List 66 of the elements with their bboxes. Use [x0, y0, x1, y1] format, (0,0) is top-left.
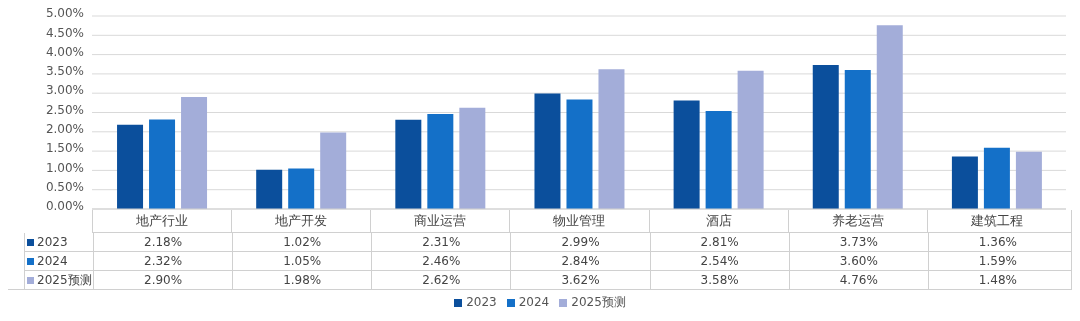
- legend-label: 2023: [37, 235, 68, 249]
- data-label: 3.58%: [649, 271, 789, 289]
- data-label: 2.32%: [93, 252, 233, 270]
- data-label: 2.62%: [371, 271, 511, 289]
- x-tick-label: 商业运营: [370, 210, 510, 232]
- data-label: 2.81%: [649, 233, 789, 251]
- y-tick-label: 3.00%: [45, 83, 84, 98]
- data-label: 2.54%: [649, 252, 789, 270]
- bar: [256, 169, 283, 209]
- text: 2025预测: [37, 272, 92, 287]
- data-label: 1.05%: [232, 252, 372, 270]
- bar: [181, 97, 208, 209]
- data-label: 3.73%: [788, 233, 928, 251]
- bar: [117, 124, 144, 209]
- y-tick-label: 1.50%: [45, 141, 84, 156]
- bar: [673, 100, 700, 209]
- y-tick-label: 2.00%: [45, 122, 84, 137]
- legend-label: 2025预测: [570, 295, 626, 310]
- bar: [427, 114, 454, 209]
- data-label: 2.31%: [371, 233, 511, 251]
- y-tick-label: 0.50%: [45, 179, 84, 194]
- bar: [737, 70, 764, 209]
- data-label: 2.99%: [510, 233, 650, 251]
- data-label: 4.76%: [788, 271, 928, 289]
- y-tick-label: 0.00%: [45, 199, 84, 214]
- data-label: 2.84%: [510, 252, 650, 270]
- data-label: 1.02%: [232, 233, 372, 251]
- text: 2023: [466, 295, 497, 309]
- bar: [983, 147, 1010, 209]
- y-tick-label: 1.00%: [45, 160, 84, 175]
- bar: [395, 119, 422, 209]
- data-label: 3.60%: [788, 252, 928, 270]
- bar: [1015, 151, 1042, 209]
- data-label: 1.36%: [927, 233, 1067, 251]
- data-label: 2.46%: [371, 252, 511, 270]
- x-tick-label: 地产开发: [231, 210, 371, 232]
- y-tick-label: 4.50%: [45, 25, 84, 40]
- y-tick-label: 4.00%: [45, 44, 84, 59]
- bar: [459, 107, 486, 209]
- bar: [951, 156, 978, 209]
- y-tick-label: 2.50%: [45, 102, 84, 117]
- bar: [598, 69, 625, 209]
- bar: [149, 119, 176, 209]
- data-label: 2.18%: [93, 233, 233, 251]
- bar: [844, 70, 871, 209]
- data-label: 3.62%: [510, 271, 650, 289]
- text: 2024: [37, 254, 68, 268]
- bar: [705, 110, 732, 209]
- data-label: 1.48%: [927, 271, 1067, 289]
- bar: [876, 25, 903, 209]
- bar: [534, 93, 561, 209]
- legend-label: 2024: [517, 295, 550, 310]
- bar: [812, 65, 839, 209]
- bar: [566, 99, 593, 209]
- y-tick-label: 5.00%: [45, 6, 84, 21]
- bar: [288, 168, 315, 209]
- data-label: 1.59%: [927, 252, 1067, 270]
- x-tick-label: 物业管理: [509, 210, 649, 232]
- data-label: 1.98%: [232, 271, 372, 289]
- data-label: 2.90%: [93, 271, 233, 289]
- x-tick-label: 地产行业: [92, 210, 232, 232]
- x-tick-label: 建筑工程: [926, 210, 1066, 232]
- y-tick-label: 3.50%: [45, 64, 84, 79]
- x-tick-label: 酒店: [648, 210, 788, 232]
- x-tick-label: 养老运营: [787, 210, 927, 232]
- bar: [320, 132, 347, 209]
